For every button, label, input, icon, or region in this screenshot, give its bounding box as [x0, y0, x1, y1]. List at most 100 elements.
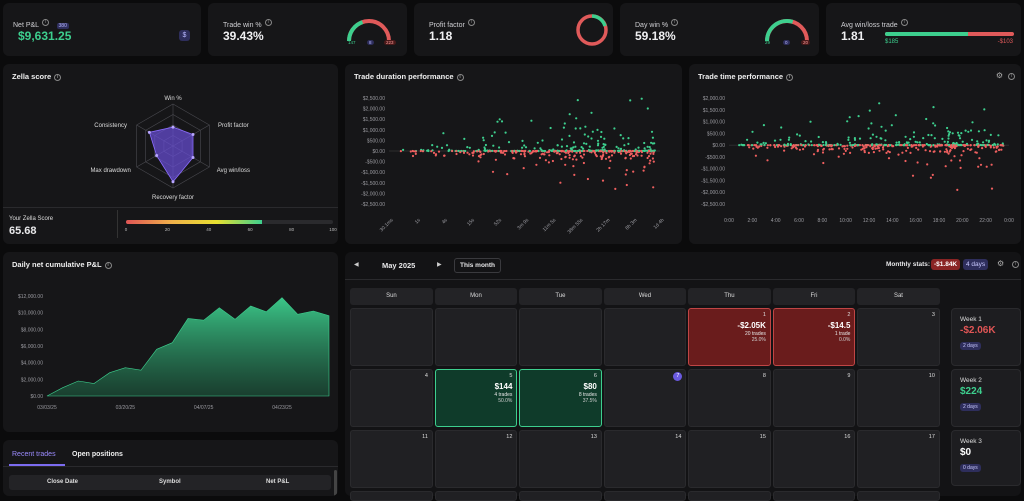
info-icon[interactable]: i: [54, 73, 62, 81]
calendar-day[interactable]: 4: [350, 369, 433, 427]
calendar-day[interactable]: 10: [857, 369, 940, 427]
calendar-day[interactable]: 12: [434, 430, 518, 488]
calendar-day[interactable]: [688, 491, 771, 501]
dollar-icon[interactable]: $: [179, 30, 190, 41]
info-icon[interactable]: i: [467, 19, 475, 27]
info-icon[interactable]: i: [264, 19, 272, 27]
day-number: 2: [847, 312, 851, 318]
scrollbar[interactable]: [334, 470, 337, 496]
calendar-day[interactable]: [519, 308, 602, 366]
trade-point: [846, 120, 849, 123]
calendar-day[interactable]: [772, 491, 856, 501]
settings-icon[interactable]: ⚙: [995, 71, 1003, 80]
trade-point: [957, 144, 960, 147]
stat-card-net-pl[interactable]: Net P&L i 380 $9,631.25 $: [3, 3, 201, 56]
col-symbol[interactable]: Symbol: [159, 479, 181, 485]
trade-point: [511, 149, 514, 153]
trade-point: [513, 157, 516, 160]
trade-point: [966, 147, 969, 150]
trade-point: [882, 148, 885, 151]
calendar-day[interactable]: 15: [688, 430, 771, 488]
trade-point: [807, 143, 810, 146]
trade-point: [540, 148, 543, 151]
trade-point: [928, 150, 932, 153]
info-icon[interactable]: i: [1008, 73, 1015, 80]
trade-point: [648, 162, 651, 165]
trade-point: [625, 183, 628, 187]
calendar-day[interactable]: 13: [519, 430, 602, 488]
trade-point: [751, 130, 754, 133]
zella-score-fill: [126, 220, 262, 224]
week-pl-value: $0: [960, 447, 972, 458]
trade-point: [572, 146, 575, 149]
calendar-day[interactable]: 16: [772, 430, 856, 488]
trade-point: [756, 141, 759, 144]
stat-card-day-win[interactable]: Day win % i 59.18% 29 0 20: [620, 3, 819, 56]
info-icon[interactable]: i: [671, 19, 679, 27]
trade-point: [431, 144, 434, 147]
calendar-day[interactable]: 8: [688, 369, 771, 427]
prev-month-icon[interactable]: ◀: [354, 262, 359, 268]
trade-point: [863, 151, 866, 154]
trade-point: [596, 144, 600, 147]
cumulative-pl-card: Daily net cumulative P&L i $12,000.00 $10,…: [3, 252, 338, 432]
info-icon[interactable]: i: [786, 73, 794, 81]
trade-point: [798, 134, 801, 137]
calendar-day[interactable]: 1 -$2.05K 20 trades 25.0%: [688, 308, 771, 366]
calendar-day[interactable]: [857, 491, 940, 501]
calendar-day[interactable]: 3: [857, 308, 940, 366]
trade-point: [507, 141, 511, 144]
trade-point: [565, 145, 569, 148]
trade-point: [921, 144, 924, 147]
tab-recent-trades[interactable]: Recent trades: [12, 451, 56, 458]
calendar-day[interactable]: 2 -$14.5 1 trade 0.0%: [772, 308, 856, 366]
col-net-pl[interactable]: Net P&L: [266, 479, 290, 485]
calendar-day[interactable]: 17: [857, 430, 940, 488]
trade-point: [413, 150, 416, 153]
calendar-day[interactable]: 9: [772, 369, 856, 427]
trade-point: [652, 152, 655, 155]
info-icon[interactable]: i: [104, 261, 112, 269]
trade-point: [478, 150, 481, 153]
calendar-day[interactable]: 11: [350, 430, 433, 488]
trade-point: [421, 150, 425, 153]
calendar-day[interactable]: [350, 491, 433, 501]
trade-point: [455, 152, 458, 156]
info-icon[interactable]: i: [900, 19, 908, 27]
calendar-day[interactable]: [434, 491, 518, 501]
trade-point: [846, 147, 849, 150]
trade-point: [596, 139, 600, 142]
col-close-date[interactable]: Close Date: [47, 479, 79, 485]
next-month-icon[interactable]: ▶: [437, 262, 442, 268]
calendar-day[interactable]: [603, 308, 687, 366]
gauge-track: [347, 19, 391, 42]
week-summary: Week 3 $0 0 days: [951, 430, 1021, 486]
this-month-button[interactable]: This month: [454, 258, 502, 273]
calendar-day[interactable]: 5 $144 4 trades 50.0%: [434, 369, 518, 427]
trade-point: [875, 135, 878, 138]
calendar-day[interactable]: [434, 308, 518, 366]
stat-card-avg-win-loss[interactable]: Avg win/loss trade i 1.81 $185 -$103: [826, 3, 1021, 56]
calendar-day[interactable]: [519, 491, 602, 501]
info-icon[interactable]: i: [456, 73, 464, 81]
day-loss-count: 20: [801, 40, 811, 45]
calendar-day[interactable]: 7: [603, 369, 687, 427]
trade-point: [821, 141, 824, 144]
info-icon[interactable]: i: [1012, 261, 1019, 268]
calendar-day[interactable]: 14: [603, 430, 687, 488]
weekday-header: Sun: [350, 288, 433, 305]
trade-point: [622, 137, 625, 140]
stat-card-profit-factor[interactable]: Profit factor i 1.18: [414, 3, 613, 56]
calendar-day[interactable]: 6 $80 8 trades 37.5%: [519, 369, 602, 427]
stat-card-trade-win[interactable]: Trade win % i 39.43% 147 8 223: [208, 3, 407, 56]
x-tick-label: 10:00: [839, 218, 852, 224]
x-tick-label: 1d 4h: [653, 217, 666, 230]
trade-point: [798, 148, 801, 151]
trade-point: [947, 137, 950, 140]
tab-open-positions[interactable]: Open positions: [72, 451, 123, 458]
info-icon[interactable]: i: [42, 19, 50, 27]
calendar-day[interactable]: [350, 308, 433, 366]
settings-icon[interactable]: ⚙: [997, 259, 1005, 268]
calendar-day[interactable]: [603, 491, 687, 501]
zella-score-value: 65.68: [9, 225, 37, 237]
